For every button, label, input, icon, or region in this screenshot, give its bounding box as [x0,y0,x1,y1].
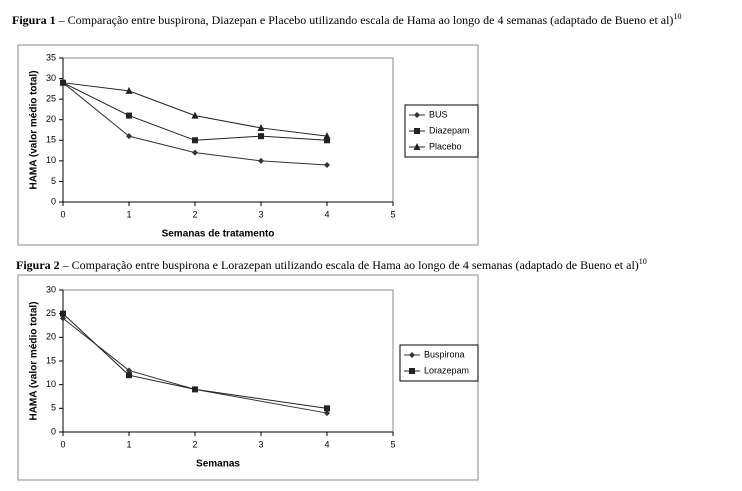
data-point [258,133,264,140]
series-line [62,318,328,414]
x-tick-label: 5 [390,209,395,219]
y-tick-label: 10 [46,379,56,389]
caption-label: Figura 2 [16,258,60,272]
y-tick-label: 5 [51,403,56,413]
x-tick-label: 3 [258,209,263,219]
x-axis-title: Semanas [196,459,240,470]
y-tick-label: 5 [51,176,56,186]
x-tick-label: 0 [60,439,65,449]
y-tick-label: 0 [51,196,56,206]
y-tick-label: 35 [46,52,56,62]
caption-ref: 10 [673,12,682,21]
caption-text: – Comparação entre buspirona, Diazepan e… [58,13,674,27]
x-tick-label: 4 [324,209,329,219]
x-tick-label: 5 [390,439,395,449]
y-tick-label: 20 [46,114,56,124]
caption-ref: 10 [638,257,647,266]
legend-label: Placebo [429,141,462,151]
data-point [324,405,330,412]
data-point [192,137,198,144]
data-point [191,111,199,119]
legend-label: Lorazepam [424,365,469,375]
data-point [126,133,132,140]
data-point [192,386,198,393]
data-point [126,372,132,379]
data-point [60,315,66,322]
data-point [60,310,66,317]
data-point [125,86,133,94]
y-tick-label: 15 [46,355,56,365]
figure-caption: Figura 1 – Comparação entre buspirona, D… [12,10,727,27]
legend-marker [414,112,420,118]
data-point [324,137,330,144]
legend-label: Diazepam [429,125,470,135]
data-point [126,367,132,374]
y-tick-label: 25 [46,308,56,318]
x-tick-label: 2 [192,209,197,219]
figure-caption: Figura 2 – Comparação entre buspirona e … [16,255,731,272]
x-tick-label: 4 [324,439,329,449]
x-axis-title: Semanas de tratamento [162,229,275,240]
legend-box [399,344,479,382]
y-tick-label: 20 [46,332,56,342]
data-point [192,149,198,156]
data-point [324,161,330,168]
legend-marker [414,128,420,134]
plot-area [62,289,394,433]
y-tick-label: 30 [46,73,56,83]
y-tick-label: 30 [46,284,56,294]
y-axis-title: HAMA (valor médio total) [29,70,40,189]
series-line [62,313,328,409]
legend-marker [409,352,415,358]
x-tick-label: 3 [258,439,263,449]
data-point [126,112,132,119]
y-tick-label: 25 [46,94,56,104]
data-point [59,78,67,86]
y-tick-label: 10 [46,155,56,165]
chart: 0 5 10 15 20 25 30 35 0 1 2 3 4 5 Semanas de tratament… [17,44,479,246]
data-point [257,123,265,131]
legend-marker [413,143,421,150]
y-tick-label: 15 [46,135,56,145]
x-tick-label: 0 [60,209,65,219]
legend-label: Buspirona [424,349,465,359]
y-tick-label: 0 [51,426,56,436]
chart: 0 5 10 15 20 25 30 0 1 2 3 4 5 Semanas HAMA (valor méd… [17,274,479,481]
caption-text: – Comparação entre buspirona e Lorazepan… [62,258,639,272]
data-point [258,157,264,164]
data-point [324,410,330,417]
data-point [323,132,331,140]
plot-area [62,57,394,203]
series-line [62,82,328,137]
caption-label: Figura 1 [12,13,56,27]
y-axis-title: HAMA (valor médio total) [29,301,40,420]
x-tick-label: 1 [126,209,131,219]
legend-marker [409,368,415,374]
x-tick-label: 1 [126,439,131,449]
x-tick-label: 2 [192,439,197,449]
legend-label: BUS [429,109,448,119]
